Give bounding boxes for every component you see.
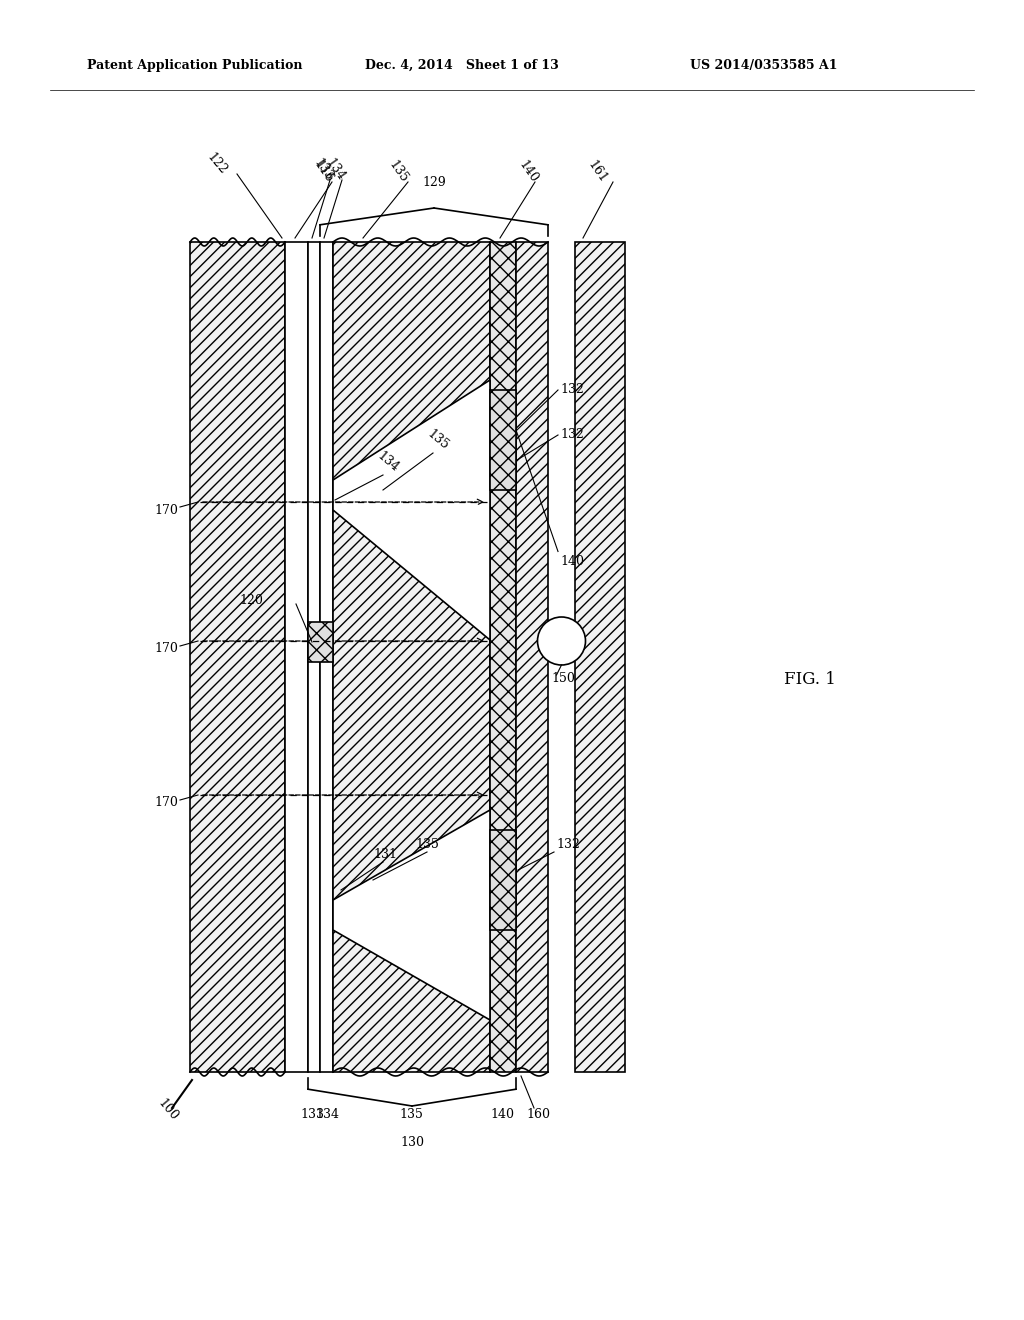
- Polygon shape: [333, 380, 490, 640]
- Polygon shape: [333, 810, 490, 1020]
- Bar: [490, 242, 516, 1072]
- Text: 132: 132: [560, 384, 584, 396]
- Text: 150: 150: [552, 672, 575, 685]
- Text: 134: 134: [375, 449, 401, 475]
- Bar: [285, 242, 308, 1072]
- Bar: [333, 242, 490, 1072]
- Bar: [490, 830, 516, 931]
- Text: 134: 134: [315, 1107, 339, 1121]
- Circle shape: [538, 616, 586, 665]
- Text: 131: 131: [373, 849, 397, 862]
- Bar: [190, 242, 285, 1072]
- Text: 140: 140: [516, 158, 541, 186]
- Text: 135: 135: [386, 158, 411, 186]
- Text: US 2014/0353585 A1: US 2014/0353585 A1: [690, 58, 838, 71]
- Text: FIG. 1: FIG. 1: [784, 672, 836, 689]
- Text: Patent Application Publication: Patent Application Publication: [87, 58, 302, 71]
- Text: 170: 170: [155, 503, 178, 516]
- Text: Dec. 4, 2014   Sheet 1 of 13: Dec. 4, 2014 Sheet 1 of 13: [365, 58, 559, 71]
- Text: 120: 120: [240, 594, 263, 606]
- Text: 133: 133: [311, 157, 335, 183]
- Text: 170: 170: [155, 643, 178, 656]
- Text: 170: 170: [155, 796, 178, 809]
- Text: 133: 133: [300, 1107, 324, 1121]
- Text: 122: 122: [205, 150, 229, 177]
- Text: 135: 135: [399, 1107, 424, 1121]
- Text: 116: 116: [311, 158, 335, 186]
- Bar: [308, 622, 333, 663]
- Text: 140: 140: [560, 554, 584, 568]
- Text: 130: 130: [400, 1135, 424, 1148]
- Text: 132: 132: [560, 429, 584, 441]
- Text: 161: 161: [585, 158, 609, 186]
- Text: 135: 135: [425, 428, 452, 453]
- Bar: [308, 242, 319, 1072]
- Text: 132: 132: [556, 838, 580, 851]
- Text: 134: 134: [323, 157, 347, 183]
- Text: 140: 140: [490, 1107, 514, 1121]
- Text: 160: 160: [526, 1107, 550, 1121]
- Bar: [319, 242, 333, 1072]
- Text: 100: 100: [156, 1097, 180, 1123]
- Text: 129: 129: [422, 176, 445, 189]
- Bar: [516, 242, 548, 1072]
- Text: 135: 135: [415, 838, 439, 851]
- Bar: [490, 389, 516, 490]
- Bar: [575, 242, 625, 1072]
